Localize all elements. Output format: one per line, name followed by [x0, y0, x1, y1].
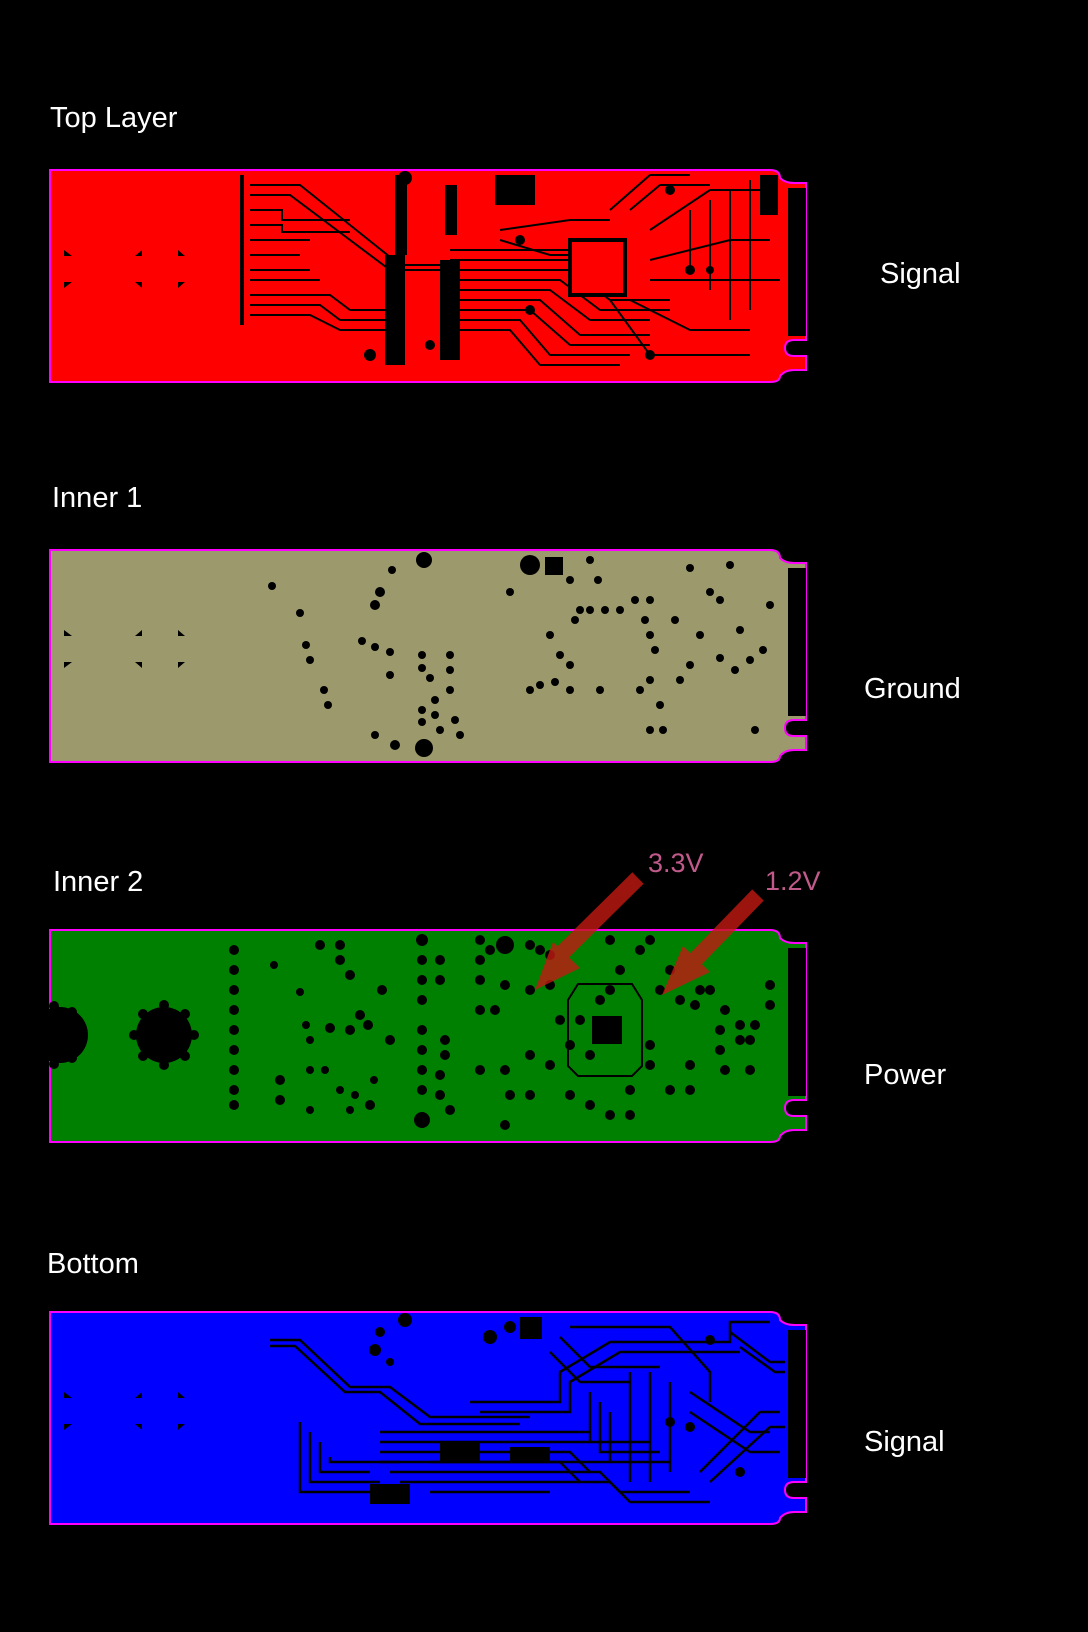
- vias: [268, 552, 774, 757]
- board-fill: [49, 1311, 807, 1525]
- board-fill: [49, 549, 807, 763]
- layer-type-inner1: Ground: [864, 673, 961, 705]
- board-bottom-layer: [49, 1311, 807, 1525]
- vias: [229, 934, 775, 1130]
- layer-type-top: Signal: [880, 258, 961, 290]
- edge-connector: [788, 948, 806, 1096]
- edge-connector: [788, 188, 806, 336]
- signal-traces: [250, 174, 780, 366]
- layer-type-inner2: Power: [864, 1059, 947, 1091]
- edge-connector: [788, 568, 806, 716]
- board-top-layer: [49, 169, 807, 383]
- mounting-markers: [64, 250, 185, 288]
- island-vias: [592, 1016, 622, 1044]
- layer-type-bottom: Signal: [864, 1426, 945, 1458]
- ic-package: [568, 238, 627, 297]
- layer-title-top: Top Layer: [50, 102, 178, 134]
- annotation-arrows: [535, 872, 764, 995]
- mounting-markers: [64, 1392, 185, 1430]
- rail-label-3v3: 3.3V: [648, 848, 704, 878]
- layer-title-bottom: Bottom: [47, 1248, 139, 1280]
- board-inner2-layer: [32, 929, 807, 1143]
- mounting-markers: [64, 630, 185, 668]
- mounting-clearances: [32, 1000, 199, 1070]
- power-island-1v2: [567, 983, 643, 1077]
- board-inner1-layer: [49, 549, 807, 763]
- edge-connector: [788, 1330, 806, 1478]
- vias: [364, 171, 714, 361]
- vias: [369, 1313, 745, 1504]
- layer-title-inner2: Inner 2: [53, 866, 144, 898]
- layer-title-inner1: Inner 1: [52, 482, 143, 514]
- arrow-1v2: [662, 889, 764, 995]
- arrow-3v3: [535, 872, 644, 990]
- connector-pins: [240, 175, 778, 365]
- rail-label-1v2: 1.2V: [765, 866, 821, 896]
